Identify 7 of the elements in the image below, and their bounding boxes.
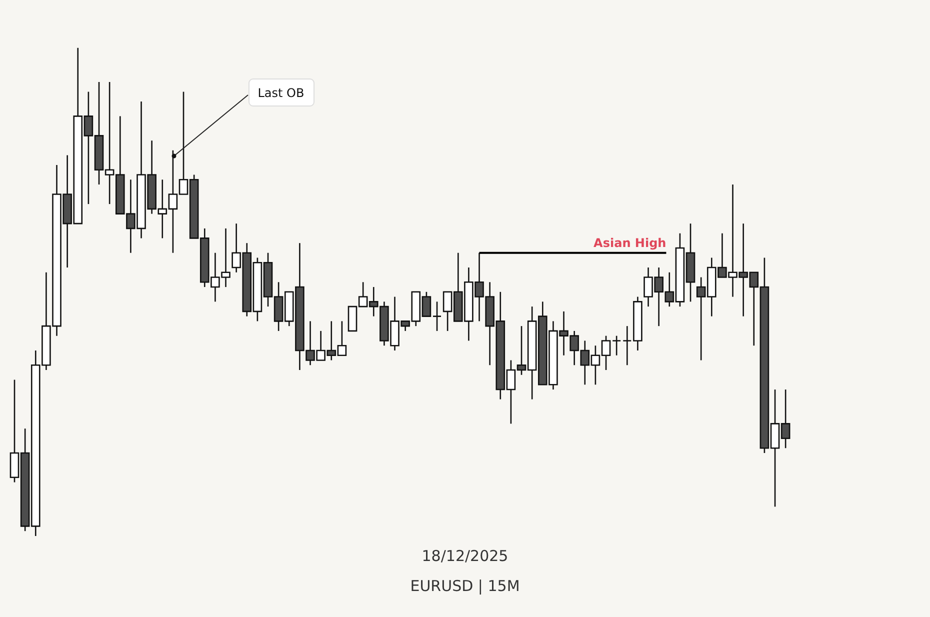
text: 18/12/2025 xyxy=(422,547,508,565)
candlestick xyxy=(612,335,622,356)
candlestick xyxy=(432,301,442,332)
text: EURUSD | 15M xyxy=(410,577,520,595)
annotation: Last OB xyxy=(258,86,304,100)
candlestick xyxy=(622,325,632,366)
ref-line-label: Asian High xyxy=(594,236,666,250)
